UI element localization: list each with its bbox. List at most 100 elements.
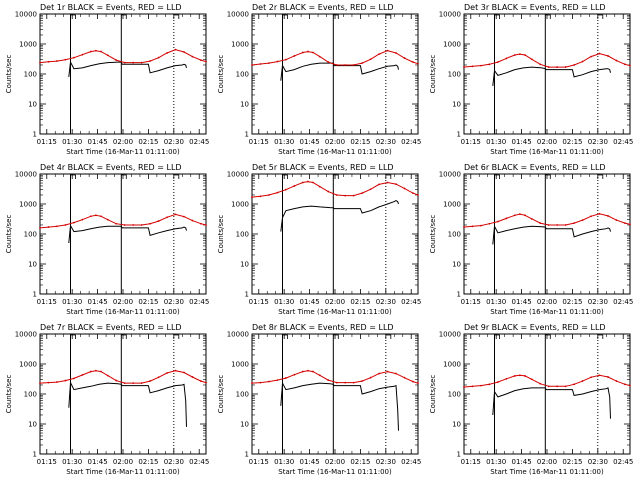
x-tick-label: 02:30 xyxy=(164,298,184,306)
marker-flag xyxy=(545,14,551,19)
y-axis-label: Counts/sec xyxy=(217,215,225,254)
lld-point xyxy=(539,222,542,225)
panel-5r: Det 5r BLACK = Events, RED = LLD 1 10 100 10… xyxy=(217,163,421,316)
x-tick-label: 02:30 xyxy=(164,138,184,146)
y-tick-label: 1 xyxy=(457,131,461,139)
x-tick-label: 01:30 xyxy=(62,138,82,146)
x-tick-label: 01:45 xyxy=(511,138,531,146)
lld-point xyxy=(191,219,194,222)
y-tick-label: 1000 xyxy=(231,361,249,369)
panel-3r: Det 3r BLACK = Events, RED = LLD 1 10 100 10… xyxy=(429,3,633,156)
series-lld-line xyxy=(39,370,207,384)
lld-point xyxy=(284,58,287,61)
series-events-line xyxy=(280,62,399,81)
marker-flag xyxy=(333,14,339,19)
lld-point xyxy=(488,222,491,225)
series-lld-line xyxy=(39,49,207,64)
lld-point xyxy=(417,62,419,65)
marker-flag xyxy=(173,14,180,19)
lld-point xyxy=(312,370,314,373)
marker-flag xyxy=(121,14,127,19)
x-tick-label: 01:45 xyxy=(299,458,319,466)
panel-title: Det 7r BLACK = Events, RED = LLD xyxy=(40,323,182,332)
plot-frame xyxy=(463,333,631,455)
lld-point xyxy=(166,52,168,54)
lld-point xyxy=(513,214,516,217)
x-tick-label: 02:45 xyxy=(613,298,633,306)
lld-point xyxy=(39,382,41,385)
lld-point xyxy=(56,60,58,62)
lld-point xyxy=(480,224,482,227)
lld-point xyxy=(174,369,177,372)
x-tick-label: 02:30 xyxy=(588,298,608,306)
lld-point xyxy=(530,58,533,61)
lld-point xyxy=(624,383,626,386)
y-axis-label: Counts/sec xyxy=(429,375,437,414)
plot-frame xyxy=(39,333,207,455)
y-tick-label: 1000 xyxy=(443,201,461,209)
y-tick-label: 1 xyxy=(245,291,249,299)
x-tick-label: 02:15 xyxy=(350,298,370,306)
lld-point xyxy=(598,212,601,215)
marker-flag xyxy=(385,334,392,339)
panel-6r: Det 6r BLACK = Events, RED = LLD 1 10 100 10… xyxy=(429,163,633,316)
lld-point xyxy=(183,371,185,374)
lld-point xyxy=(72,377,75,380)
lld-point xyxy=(301,51,304,54)
lld-point xyxy=(149,222,152,225)
lld-point xyxy=(564,224,567,226)
lld-point xyxy=(556,224,559,226)
lld-point xyxy=(89,215,92,218)
lld-point xyxy=(386,370,389,373)
lld-point xyxy=(39,61,41,64)
marker-flag xyxy=(385,14,392,19)
lld-point xyxy=(47,226,50,228)
x-tick-label: 02:45 xyxy=(613,138,633,146)
y-tick-label: 1 xyxy=(457,451,461,459)
marker-flag xyxy=(545,334,551,339)
y-tick-label: 100 xyxy=(448,71,461,79)
x-tick-label: 01:30 xyxy=(274,458,294,466)
y-tick-label: 1 xyxy=(457,291,461,299)
marker-flag xyxy=(545,174,551,179)
lld-point xyxy=(157,220,160,222)
x-tick-label: 01:15 xyxy=(249,298,269,306)
lld-point xyxy=(395,52,397,54)
y-tick-label: 10 xyxy=(28,261,37,269)
lld-point xyxy=(463,226,465,228)
lld-point xyxy=(361,62,364,65)
y-tick-label: 1000 xyxy=(443,361,461,369)
x-tick-label: 02:45 xyxy=(613,458,633,466)
x-axis-label: Start Time (16-Mar-11 01:11:00) xyxy=(66,148,180,156)
lld-point xyxy=(94,214,97,217)
plot-frame xyxy=(251,13,419,135)
lld-point xyxy=(72,56,75,59)
lld-point xyxy=(268,62,270,65)
lld-point xyxy=(629,384,631,387)
lld-point xyxy=(191,55,194,58)
y-tick-label: 1000 xyxy=(19,41,37,49)
x-tick-label: 02:00 xyxy=(537,298,557,306)
x-tick-label: 02:15 xyxy=(562,298,582,306)
lld-point xyxy=(140,61,143,64)
x-tick-label: 02:45 xyxy=(189,138,209,146)
lld-point xyxy=(94,49,97,52)
series-lld-line xyxy=(39,213,207,229)
lld-point xyxy=(335,194,338,196)
lld-point xyxy=(556,385,559,388)
lld-point xyxy=(496,61,499,63)
lld-point xyxy=(513,375,516,377)
marker-flag xyxy=(333,174,339,179)
x-tick-label: 01:15 xyxy=(461,298,481,306)
y-tick-label: 1000 xyxy=(19,361,37,369)
x-tick-label: 02:45 xyxy=(401,138,421,146)
lld-point xyxy=(386,181,389,184)
x-tick-label: 01:15 xyxy=(37,298,57,306)
lld-point xyxy=(174,48,177,51)
x-tick-label: 01:30 xyxy=(62,298,82,306)
lld-point xyxy=(369,58,372,61)
lld-point xyxy=(157,376,160,379)
lld-point xyxy=(327,61,330,63)
lld-point xyxy=(369,188,372,191)
lld-point xyxy=(115,222,118,225)
